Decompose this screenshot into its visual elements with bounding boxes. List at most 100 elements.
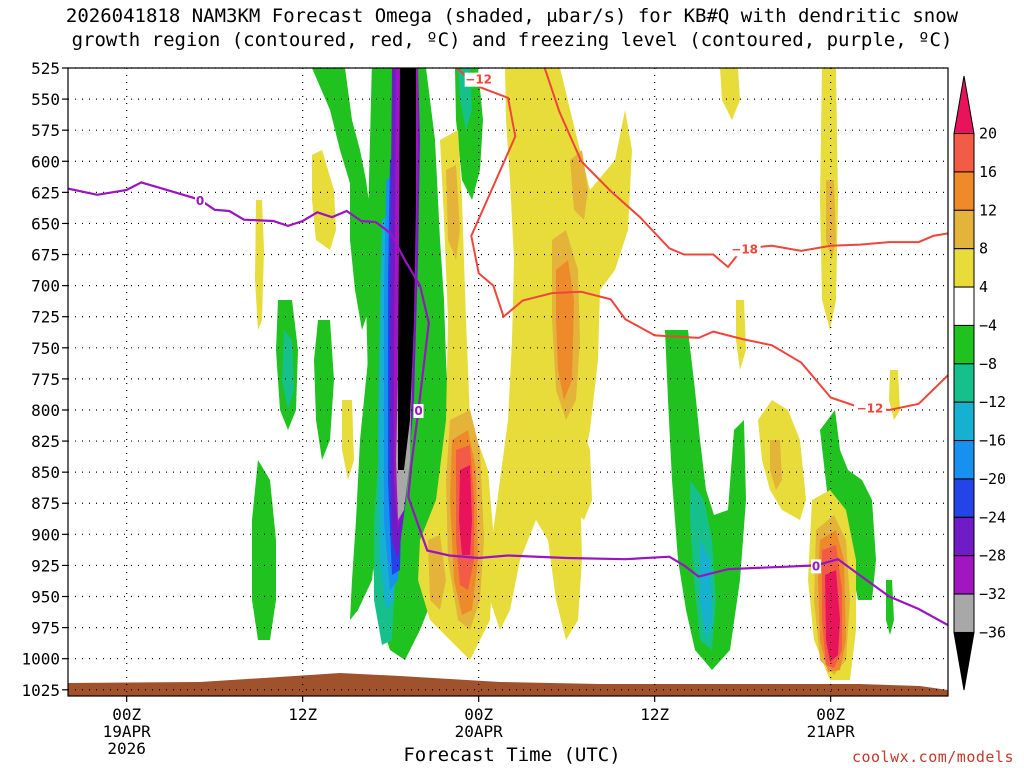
dgz-label-bg-1 (728, 241, 761, 257)
fz-label-0-bg (195, 193, 205, 208)
y-tick-label-18: 975 (31, 619, 60, 638)
omega-region-neg-19 (700, 540, 712, 640)
omega-region-pos-20 (826, 180, 836, 260)
omega-shading (252, 68, 900, 680)
x-tick-label-4: 00Z (816, 705, 845, 724)
colorbar-swatch-13 (953, 593, 975, 633)
x-tick-date-0: 19APR (103, 722, 152, 741)
colorbar-label-2: 12 (979, 201, 997, 219)
dgz-contour-0 (456, 68, 948, 412)
colorbar-swatch-2 (953, 171, 975, 211)
colorbar-label-9: −20 (979, 470, 1006, 488)
colorbar-label-1: 16 (979, 163, 997, 181)
colorbar-label-3: 8 (979, 240, 988, 258)
x-tick-year-0: 2026 (107, 739, 146, 758)
colorbar-label-5: −4 (979, 316, 997, 334)
y-tick-label-19: 1000 (21, 650, 60, 669)
plot-frame (67, 67, 949, 697)
fz-label-2: 0 (812, 559, 820, 573)
y-tick-label-9: 750 (31, 339, 60, 358)
omega-region-pos-08 (758, 400, 806, 520)
x-tick-date-2: 20APR (455, 722, 504, 741)
omega-region-neg-08 (252, 460, 276, 640)
colorbar-swatch-12 (953, 555, 975, 595)
omega-region-neg-04 (312, 68, 384, 620)
colorbar-swatch-1 (953, 133, 975, 173)
y-tick-label-10: 775 (31, 370, 60, 389)
y-tick-label-16: 925 (31, 556, 60, 575)
y-tick-label-5: 650 (31, 214, 60, 233)
y-tick-label-20: 1025 (21, 681, 60, 700)
x-tick-label-3: 12Z (640, 705, 669, 724)
y-tick-label-12: 825 (31, 432, 60, 451)
colorbar-label-11: −28 (979, 547, 1006, 565)
colorbar-swatch-8 (953, 401, 975, 442)
omega-region-neg-13 (886, 580, 894, 635)
chart-title: 2026041818 NAM3KM Forecast Omega (shaded… (0, 4, 1024, 52)
colorbar-swatch-3 (953, 209, 975, 250)
omega-region-neg-16 (282, 330, 294, 410)
temperature-contours (68, 68, 948, 627)
y-tick-label-14: 875 (31, 494, 60, 513)
omega-region-neg-25 (398, 68, 416, 470)
x-tick-label-1: 12Z (288, 705, 317, 724)
colorbar-label-10: −24 (979, 508, 1006, 526)
dgz-label-upper: −12 (465, 73, 492, 87)
y-tick-label-17: 950 (31, 588, 60, 607)
colorbar-swatch-0 (953, 75, 975, 135)
y-tick-label-0: 525 (31, 59, 60, 78)
x-tick-label-0: 00Z (112, 705, 141, 724)
y-tick-label-7: 700 (31, 277, 60, 296)
y-tick-label-4: 625 (31, 183, 60, 202)
y-tick-label-15: 900 (31, 525, 60, 544)
source-credit[interactable]: coolwx.com/models (851, 748, 1014, 766)
colorbar-swatch-7 (953, 363, 975, 403)
y-tick-label-6: 675 (31, 246, 60, 265)
omega-region-pos-12 (342, 400, 354, 480)
title-line-1: 2026041818 NAM3KM Forecast Omega (shaded… (65, 5, 959, 27)
omega-region-pos-15 (570, 150, 588, 220)
omega-region-pos-13 (560, 420, 592, 520)
fz-label-1-bg (413, 403, 424, 418)
colorbar-label-6: −8 (979, 355, 997, 373)
fz-label-0: 0 (196, 194, 204, 208)
omega-region-pos-21 (770, 440, 782, 490)
contour-labels: −12 −18 −12 0 0 0 (195, 72, 886, 574)
y-tick-label-3: 600 (31, 152, 60, 171)
colorbar-swatch-9 (953, 440, 975, 480)
colorbar-swatch-11 (953, 516, 975, 557)
dgz-label-0: −12 (857, 401, 884, 415)
y-tick-label-13: 850 (31, 463, 60, 482)
omega-region-pos-28 (825, 570, 840, 662)
dgz-label-1: −18 (731, 242, 758, 256)
omega-region-neg-12 (820, 410, 876, 600)
colorbar-swatch-10 (953, 478, 975, 518)
omega-region-pos-16 (446, 165, 460, 260)
fz-label-1: 0 (414, 404, 422, 418)
omega-region-pos-05 (255, 200, 264, 330)
colorbar-swatch-4 (953, 248, 975, 288)
fz-label-2-bg (811, 559, 821, 574)
y-tick-label-8: 725 (31, 308, 60, 327)
terrain-fill (68, 673, 948, 696)
omega-region-pos-04 (312, 150, 336, 250)
y-tick-label-1: 550 (31, 90, 60, 109)
colorbar-label-0: 20 (979, 125, 997, 143)
dgz-contour-1 (543, 68, 948, 269)
colorbar-label-12: −32 (979, 585, 1006, 603)
colorbar-label-8: −16 (979, 432, 1006, 450)
freezing-level-contour (68, 181, 948, 627)
omega-region-pos-06 (720, 68, 740, 120)
colorbar-swatch-14 (953, 631, 975, 691)
x-tick-date-4: 21APR (807, 722, 856, 741)
y-tick-label-2: 575 (31, 121, 60, 140)
omega-region-pos-27 (459, 465, 472, 555)
y-axis: 525 550 575 600 625 650 675 700 725 750 775 800 825 8… (21, 59, 68, 700)
dgz-label-bg-upper (464, 72, 493, 87)
dgz-label-bg-0 (854, 400, 886, 416)
omega-region-neg-11 (665, 330, 746, 670)
x-tick-label-2: 00Z (464, 705, 493, 724)
title-line-2: growth region (contoured, red, ºC) and f… (71, 29, 953, 51)
